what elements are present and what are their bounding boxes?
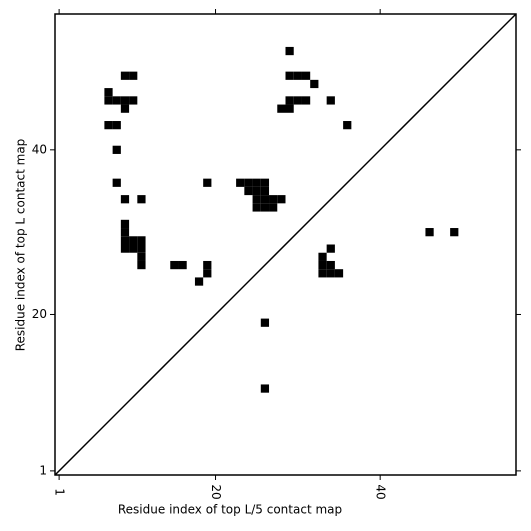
contact-cell (203, 269, 212, 278)
contact-cell (120, 96, 130, 105)
diagonal-line (54, 13, 517, 476)
contact-cell (260, 384, 270, 393)
x-tick-label: 20 (209, 484, 223, 499)
contact-cell (120, 244, 130, 253)
x-tick-label: 40 (374, 484, 388, 499)
contact-cell (120, 71, 130, 80)
contact-cell (269, 195, 278, 204)
contact-cell (252, 178, 261, 187)
contact-cell (252, 195, 261, 204)
contact-cell (129, 96, 138, 105)
contact-cell (112, 178, 121, 187)
contact-cell (285, 96, 294, 105)
contact-cell (203, 178, 212, 187)
contact-cell (112, 121, 121, 130)
contact-cell (120, 236, 130, 245)
contact-cell (425, 228, 434, 237)
contact-cell (178, 260, 187, 270)
contact-cell (112, 145, 121, 154)
contact-cell (112, 96, 121, 105)
contact-cell (260, 178, 270, 187)
contact-cell (104, 121, 113, 130)
contact-cell (260, 186, 270, 196)
contact-cell (334, 269, 344, 278)
contact-cell (301, 71, 311, 80)
contact-cell (129, 236, 138, 245)
contact-cell (285, 71, 294, 80)
contact-cell (236, 178, 245, 187)
y-tick-label: 1 (39, 463, 47, 477)
contact-cell (104, 96, 113, 105)
contact-cell (293, 96, 302, 105)
y-axis-label: Residue index of top L contact map (14, 139, 28, 352)
y-tick-label: 20 (32, 307, 47, 321)
contact-cell (326, 269, 335, 278)
contact-cell (285, 104, 294, 113)
contact-cell (170, 260, 179, 270)
x-tick-label: 1 (53, 488, 67, 496)
contact-cell (260, 195, 270, 204)
contact-cell (318, 252, 327, 261)
contact-cell (285, 46, 294, 56)
contact-cell (104, 88, 113, 97)
contact-cell (120, 104, 130, 113)
contact-cell (129, 244, 138, 253)
contact-cell (318, 269, 327, 278)
contact-cell (203, 260, 212, 270)
contact-cell (318, 260, 327, 270)
contact-cell (293, 71, 302, 80)
contact-cell (260, 318, 270, 327)
contact-cell (137, 244, 146, 253)
contact-cell (244, 186, 253, 196)
contact-cell (450, 228, 459, 237)
contact-cell (260, 203, 270, 212)
plot-frame (54, 13, 517, 476)
contact-cell (244, 178, 253, 187)
contact-cell (129, 71, 138, 80)
contact-cell (120, 219, 130, 229)
contact-cell (269, 203, 278, 212)
contact-cell (277, 195, 286, 204)
contact-cell (310, 79, 319, 89)
contact-cell (137, 260, 146, 270)
contact-cell (326, 244, 335, 253)
contact-cell (326, 260, 335, 270)
x-axis-label: Residue index of top L/5 contact map (118, 503, 342, 517)
y-tick-label: 40 (32, 142, 47, 156)
contact-cell (326, 96, 335, 105)
contact-cell (252, 186, 261, 196)
contact-cell (137, 252, 146, 261)
contact-cell (137, 195, 146, 204)
contact-cell (301, 96, 311, 105)
contact-cell (252, 203, 261, 212)
contact-cell (120, 228, 130, 237)
contact-cell (343, 121, 352, 130)
contact-cell (137, 236, 146, 245)
contact-cell (194, 277, 204, 286)
contact-cell (120, 195, 130, 204)
contact-cell (277, 104, 286, 113)
